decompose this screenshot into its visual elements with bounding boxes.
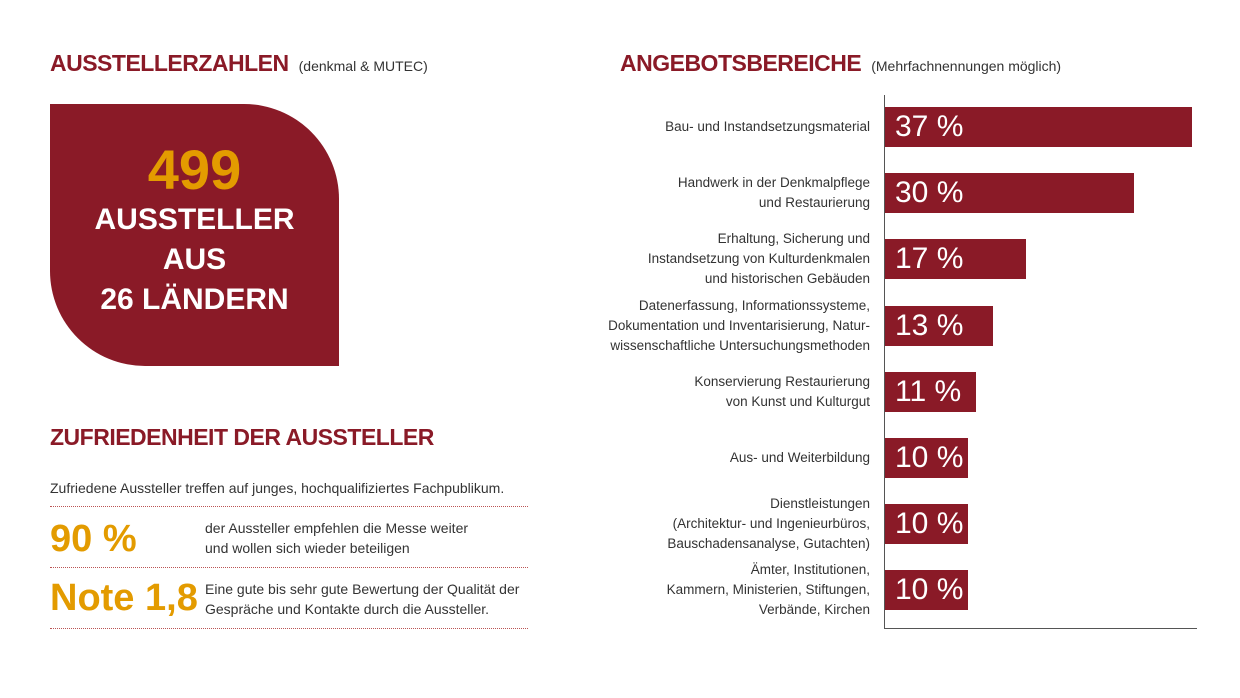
bar: 10 % — [885, 504, 968, 545]
box-line-2: AUS — [162, 243, 227, 276]
category-label: Handwerk in der Denkmalpflege und Restaur… — [678, 173, 870, 213]
stat-value: Note 1,8 — [50, 577, 198, 619]
category-label: Konservierung Restaurierung von Kunst und… — [694, 372, 870, 412]
bar: 11 % — [885, 371, 977, 412]
stat-text: und wollen sich wieder beteiligen — [205, 540, 410, 556]
bar: 13 % — [885, 305, 993, 346]
y-axis — [884, 95, 885, 629]
category-label-line: Kammern, Ministerien, Stiftungen, — [666, 582, 870, 598]
category-label-line: wissenschaftliche Untersuchungsmethoden — [610, 337, 870, 353]
chart-title-text: ANGEBOTSBEREICHE — [620, 50, 862, 76]
stat-description: Eine gute bis sehr gute Bewertung der Qu… — [205, 579, 519, 619]
category-label-line: Dokumentation und Inventarisierung, Natu… — [608, 317, 870, 333]
heading-subtitle: (denkmal & MUTEC) — [298, 58, 428, 74]
bar: 10 % — [885, 438, 968, 478]
category-label-line: Verbände, Kirchen — [758, 602, 870, 618]
category-label-line: von Kunst und Kulturgut — [725, 393, 870, 409]
bar-value-label: 13 % — [895, 308, 964, 342]
chart-title: ANGEBOTSBEREICHE (Mehrfachnennungen mögli… — [620, 50, 1061, 77]
box-line-1: AUSSTELLER — [94, 203, 295, 236]
category-label-line: Erhaltung, Sicherung und — [717, 231, 870, 247]
heading-text: AUSSTELLERZAHLEN — [50, 50, 289, 76]
category-label: Bau- und Instandsetzungsmaterial — [665, 117, 870, 137]
satisfaction-intro: Zufriedene Aussteller treffen auf junges… — [50, 480, 505, 496]
category-label: Ämter, Institutionen, Kammern, Ministerie… — [667, 560, 870, 620]
category-label: Erhaltung, Sicherung und Instandsetzung v… — [648, 229, 870, 289]
bar-value-label: 17 % — [895, 242, 964, 276]
stat-text: Eine gute bis sehr gute Bewertung der Qu… — [205, 581, 520, 597]
category-label-line: Bau- und Instandsetzungsmaterial — [665, 119, 870, 134]
category-label-line: Bauschadensanalyse, Gutachten) — [667, 536, 870, 552]
category-label-line: Datenerfassung, Informationssysteme, — [638, 297, 870, 313]
exhibitor-numbers-heading: AUSSTELLERZAHLEN (denkmal & MUTEC) — [50, 50, 428, 77]
category-label-line: Instandsetzung von Kulturdenkmalen — [647, 251, 870, 267]
category-label: Datenerfassung, Informationssysteme, Doku… — [608, 296, 870, 356]
divider — [50, 628, 528, 629]
chart-subtitle: (Mehrfachnennungen möglich) — [871, 58, 1062, 74]
bar: 30 % — [885, 173, 1134, 214]
stat-text: Gespräche und Kontakte durch die Ausstel… — [205, 601, 490, 617]
bar-value-label: 10 % — [895, 441, 964, 474]
bar: 17 % — [885, 239, 1027, 280]
exhibitor-count: 499 — [147, 138, 242, 201]
bar: 37 % — [885, 107, 1193, 147]
category-label-line: und Restaurierung — [758, 195, 870, 211]
category-label-line: Konservierung Restaurierung — [694, 373, 870, 389]
category-label-line: Dienstleistungen — [770, 496, 870, 512]
divider — [50, 567, 528, 568]
stat-text: der Aussteller empfehlen die Messe weite… — [205, 520, 469, 536]
category-label-line: (Architektur- und Ingenieurbüros, — [672, 516, 870, 532]
stat-value: 90 % — [50, 518, 137, 560]
divider — [50, 506, 528, 507]
bar-value-label: 10 % — [895, 573, 964, 607]
category-label-line: Ämter, Institutionen, — [750, 562, 870, 578]
satisfaction-heading: ZUFRIEDENHEIT DER AUSSTELLER — [50, 424, 434, 450]
bar-value-label: 10 % — [895, 507, 964, 541]
category-label-line: Handwerk in der Denkmalpflege — [677, 175, 870, 191]
bar-value-label: 37 % — [895, 110, 964, 143]
bar-value-label: 30 % — [895, 176, 964, 210]
exhibitor-count-box: 499 AUSSTELLER AUS 26 LÄNDERN — [50, 104, 339, 366]
category-label: Aus- und Weiterbildung — [730, 448, 870, 468]
x-axis — [884, 628, 1197, 629]
box-line-3: 26 LÄNDERN — [100, 283, 289, 316]
bar: 10 % — [885, 570, 968, 611]
category-label-line: Aus- und Weiterbildung — [729, 450, 870, 465]
category-label: Dienstleistungen (Architektur- und Ingeni… — [667, 494, 870, 554]
bar-value-label: 11 % — [895, 374, 962, 408]
category-label-line: und historischen Gebäuden — [704, 271, 870, 287]
stat-description: der Aussteller empfehlen die Messe weite… — [205, 518, 468, 558]
